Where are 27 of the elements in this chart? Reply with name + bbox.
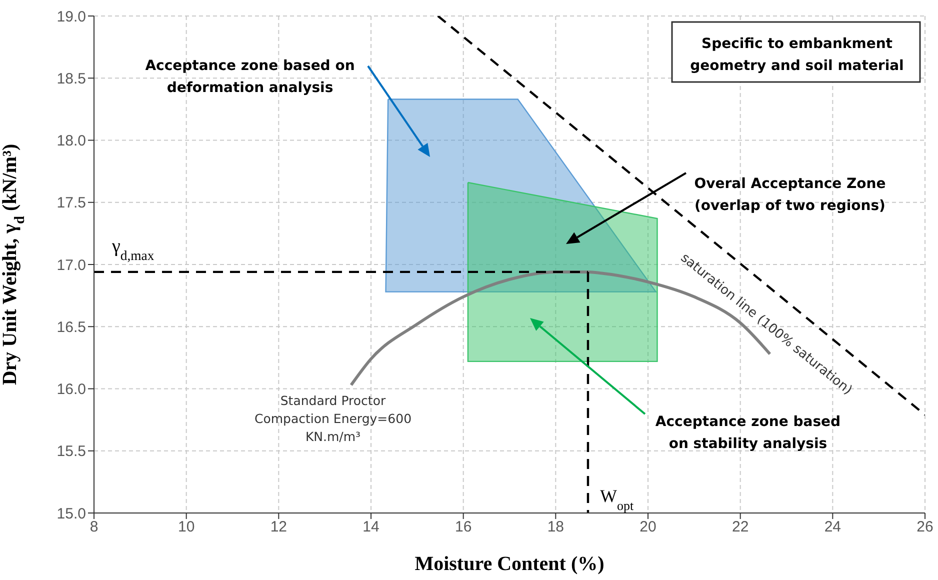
x-tick-label: 12: [270, 518, 288, 536]
x-tick-label: 20: [640, 518, 656, 536]
x-tick-label: 16: [454, 518, 472, 536]
x-tick-label: 18: [547, 518, 564, 536]
x-tick-label: 8: [90, 518, 98, 536]
y-tick-label: 16.0: [56, 381, 86, 398]
y-tick-label: 16.5: [56, 318, 86, 336]
y-tick-label: 17.0: [56, 256, 86, 274]
annotation: Overal Acceptance Zone (overlap of two regions): [694, 176, 886, 214]
x-tick-label: 26: [916, 518, 934, 536]
x-tick-label: 10: [178, 518, 195, 536]
x-axis-title: Moisture Content (%): [414, 553, 604, 575]
y-tick-label: 15.5: [56, 443, 86, 460]
y-tick-label: 17.5: [56, 194, 86, 212]
annotation: γ$_{d,max}$: [111, 236, 154, 262]
annotation: Acceptance zone based on deformation analysis: [145, 58, 355, 96]
annotation: Acceptance zone based on stability analysis: [655, 414, 841, 452]
annotation: Specific to embankment geometry and soil material: [690, 36, 904, 74]
y-tick-label: 19.0: [56, 8, 86, 26]
annotation: W$_{opt}$: [600, 486, 634, 512]
x-tick-label: 22: [732, 518, 749, 536]
y-tick-label: 18.0: [56, 132, 86, 150]
x-tick-label: 24: [824, 518, 842, 536]
annotation: Standard Proctor Compaction Energy=600 KN.m/m³: [254, 393, 412, 444]
y-tick-label: 18.5: [56, 70, 86, 88]
y-tick-label: 15.0: [56, 505, 86, 522]
x-tick-label: 14: [362, 518, 380, 536]
